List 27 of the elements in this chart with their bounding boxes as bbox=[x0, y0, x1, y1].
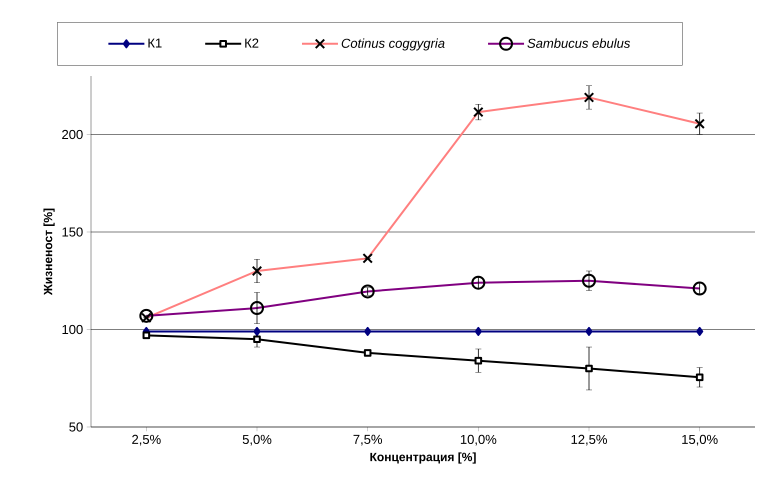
x-tick-label: 2,5% bbox=[132, 434, 161, 446]
point bbox=[585, 364, 593, 372]
point bbox=[585, 326, 593, 336]
x-tick-label: 5,0% bbox=[242, 434, 272, 446]
point bbox=[364, 326, 372, 336]
y-tick-label: 100 bbox=[62, 324, 83, 334]
x-tick-label: 10,0% bbox=[460, 434, 496, 446]
y-tick-label: 200 bbox=[62, 130, 83, 140]
point bbox=[253, 326, 261, 336]
point bbox=[696, 373, 704, 382]
point bbox=[474, 356, 482, 364]
y-tick-label: 150 bbox=[62, 227, 83, 237]
point bbox=[364, 349, 372, 357]
x-axis-title: Концентрация [%] bbox=[370, 452, 476, 464]
y-axis-title: Жизненост [%] bbox=[43, 208, 55, 296]
legend-label: Cotinus coggygria bbox=[342, 38, 445, 50]
legend-label: Sambucus ebulus bbox=[527, 38, 630, 48]
y-tick-label: 50 bbox=[69, 422, 83, 432]
legend-label: К2 bbox=[245, 38, 258, 48]
x-tick-label: 15,0% bbox=[682, 434, 718, 446]
point bbox=[696, 326, 704, 336]
point bbox=[474, 326, 482, 336]
legend-label: К1 bbox=[148, 38, 162, 48]
x-tick-label: 12,5% bbox=[572, 434, 607, 446]
point bbox=[253, 335, 261, 344]
point bbox=[142, 332, 150, 340]
x-tick-label: 7,5% bbox=[354, 434, 382, 446]
